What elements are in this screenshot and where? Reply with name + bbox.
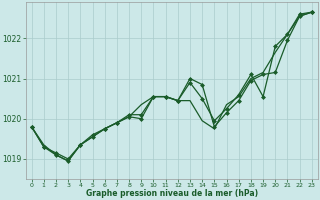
X-axis label: Graphe pression niveau de la mer (hPa): Graphe pression niveau de la mer (hPa) (86, 189, 258, 198)
